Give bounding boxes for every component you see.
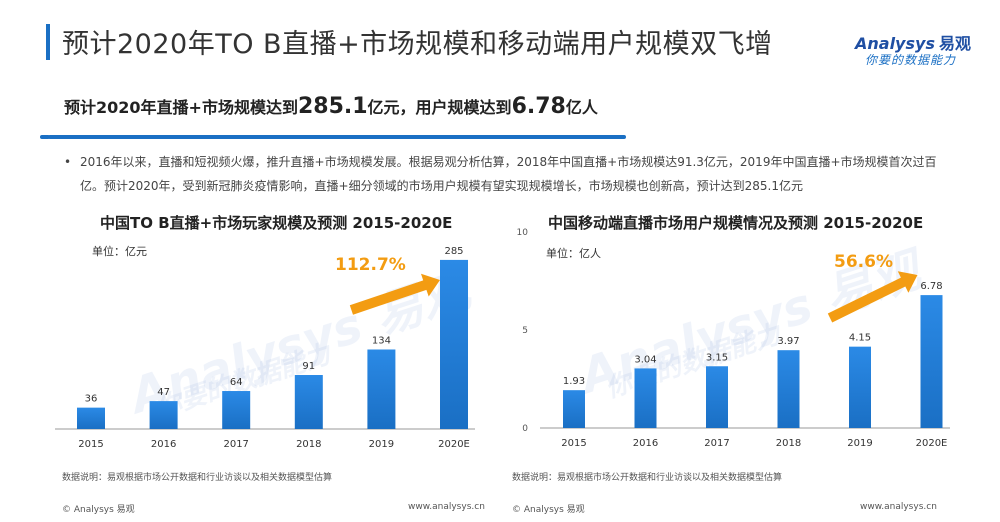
headline-value-users: 6.78 bbox=[511, 94, 566, 119]
chart-right-note: 数据说明：易观根据市场公开数据和行业访谈以及相关数据模型估算 bbox=[512, 473, 783, 483]
x-tick-label-2015: 2015 bbox=[561, 438, 586, 449]
headline-part1: 预计2020年直播+市场规模达到 bbox=[64, 98, 298, 117]
chart-right-title: 中国移动端直播市场用户规模情况及预测 2015-2020E bbox=[548, 214, 924, 232]
bar-2018 bbox=[777, 350, 800, 428]
logo-brand: Analysys 易观 bbox=[855, 30, 971, 54]
logo-brand-en: Analysys bbox=[855, 34, 935, 53]
bar-2019 bbox=[849, 346, 871, 428]
headline: 预计2020年直播+市场规模达到285.1亿元，用户规模达到6.78亿人 bbox=[64, 94, 598, 119]
data-label-2018: 91 bbox=[302, 361, 315, 372]
analysys-logo: Analysys 易观 你要的数据能力 bbox=[855, 30, 985, 70]
x-tick-label-2020E: 2020E bbox=[438, 439, 470, 450]
footer-copyright-right: © Analysys 易观 bbox=[512, 505, 585, 515]
bullet-text: 2016年以来，直播和短视频火爆，推升直播+市场规模发展。根据易观分析估算，20… bbox=[80, 155, 937, 193]
growth-arrow bbox=[827, 271, 918, 323]
chart-left-title: 中国TO B直播+市场玩家规模及预测 2015-2020E bbox=[100, 214, 453, 232]
data-label-2019: 134 bbox=[372, 335, 391, 346]
x-tick-label-2015: 2015 bbox=[78, 439, 103, 450]
chart-right-unit: 单位：亿人 bbox=[546, 247, 601, 260]
bar-2020E bbox=[440, 259, 468, 429]
chart-right-plot: 0 5 10 1.93 2015 3.04 2016 3.15 2017 3.97 2018 4.15… bbox=[517, 228, 950, 449]
bar-2015 bbox=[77, 407, 105, 429]
bar-2016 bbox=[634, 368, 657, 428]
chart-left-note: 数据说明：易观根据市场公开数据和行业访谈以及相关数据模型估算 bbox=[62, 473, 333, 483]
bullet-dot: • bbox=[64, 155, 72, 169]
footer-copyright-left: © Analysys 易观 bbox=[62, 505, 135, 515]
chart-left-unit: 单位：亿元 bbox=[92, 245, 147, 258]
x-tick-label-2016: 2016 bbox=[151, 439, 176, 450]
data-label-2016: 47 bbox=[157, 387, 170, 398]
bar-2018 bbox=[294, 375, 323, 429]
x-tick-label-2017: 2017 bbox=[223, 439, 248, 450]
data-label-2020E: 6.78 bbox=[920, 281, 942, 292]
headline-rule-cap bbox=[40, 135, 50, 139]
headline-rule bbox=[48, 135, 626, 139]
chart-left-plot: 36 2015 47 2016 64 2017 91 2018 134 2019 285 2020E 1… bbox=[55, 246, 475, 450]
bar-2019 bbox=[367, 349, 396, 429]
data-label-2017: 3.15 bbox=[706, 352, 728, 363]
data-label-2018: 3.97 bbox=[777, 336, 799, 347]
title-accent-bar bbox=[46, 24, 50, 60]
bar-2020E bbox=[920, 295, 943, 428]
footer-website-left: www.analysys.cn bbox=[408, 502, 485, 512]
bar-2017 bbox=[706, 366, 728, 428]
y-tick-label: 0 bbox=[522, 424, 528, 434]
x-tick-label-2018: 2018 bbox=[776, 438, 801, 449]
x-tick-label-2017: 2017 bbox=[704, 438, 729, 449]
y-tick-label: 10 bbox=[517, 228, 529, 238]
bar-2015 bbox=[563, 390, 585, 428]
data-label-2015: 1.93 bbox=[563, 376, 585, 387]
logo-slogan: 你要的数据能力 bbox=[865, 53, 957, 67]
data-label-2020E: 285 bbox=[444, 246, 463, 257]
bar-2017 bbox=[222, 391, 251, 429]
x-tick-label-2019: 2019 bbox=[847, 438, 872, 449]
logo-brand-cn: 易观 bbox=[938, 34, 971, 53]
x-tick-label-2019: 2019 bbox=[369, 439, 394, 450]
data-label-2017: 64 bbox=[230, 377, 243, 388]
growth-rate-label: 112.7% bbox=[335, 255, 406, 275]
headline-value-market: 285.1 bbox=[297, 94, 368, 119]
x-tick-label-2020E: 2020E bbox=[916, 438, 948, 449]
data-label-2015: 36 bbox=[85, 394, 98, 405]
growth-arrow bbox=[349, 273, 440, 315]
footer-website-right: www.analysys.cn bbox=[860, 502, 937, 512]
bar-2016 bbox=[149, 401, 178, 429]
headline-part2: 亿元，用户规模达到 bbox=[367, 98, 512, 117]
x-tick-label-2018: 2018 bbox=[296, 439, 321, 450]
x-tick-label-2016: 2016 bbox=[633, 438, 658, 449]
y-tick-label: 5 bbox=[522, 326, 528, 336]
page-title: 预计2020年TO B直播+市场规模和移动端用户规模双飞增 bbox=[62, 29, 773, 60]
growth-rate-label: 56.6% bbox=[834, 252, 893, 272]
data-label-2019: 4.15 bbox=[849, 333, 871, 344]
headline-part3: 亿人 bbox=[565, 98, 598, 117]
data-label-2016: 3.04 bbox=[634, 354, 656, 365]
